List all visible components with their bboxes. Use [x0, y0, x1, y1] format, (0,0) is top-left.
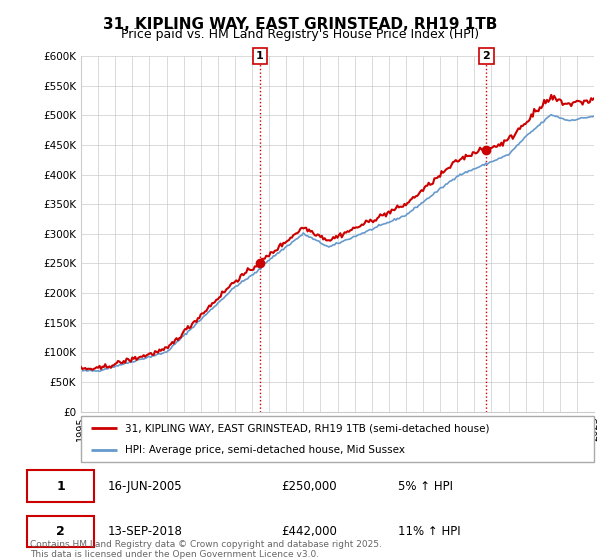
Text: 5% ↑ HPI: 5% ↑ HPI: [398, 479, 453, 492]
Text: £250,000: £250,000: [281, 479, 337, 492]
Text: Price paid vs. HM Land Registry's House Price Index (HPI): Price paid vs. HM Land Registry's House …: [121, 28, 479, 41]
Text: 31, KIPLING WAY, EAST GRINSTEAD, RH19 1TB (semi-detached house): 31, KIPLING WAY, EAST GRINSTEAD, RH19 1T…: [125, 423, 489, 433]
FancyBboxPatch shape: [27, 470, 94, 502]
Text: 13-SEP-2018: 13-SEP-2018: [108, 525, 183, 538]
Text: 1: 1: [56, 479, 65, 492]
FancyBboxPatch shape: [27, 516, 94, 547]
FancyBboxPatch shape: [81, 416, 594, 462]
Text: 16-JUN-2005: 16-JUN-2005: [108, 479, 183, 492]
Text: 1: 1: [256, 51, 264, 61]
Text: £442,000: £442,000: [281, 525, 337, 538]
Text: 31, KIPLING WAY, EAST GRINSTEAD, RH19 1TB: 31, KIPLING WAY, EAST GRINSTEAD, RH19 1T…: [103, 17, 497, 32]
Text: 11% ↑ HPI: 11% ↑ HPI: [398, 525, 461, 538]
Text: Contains HM Land Registry data © Crown copyright and database right 2025.
This d: Contains HM Land Registry data © Crown c…: [30, 540, 382, 559]
Text: HPI: Average price, semi-detached house, Mid Sussex: HPI: Average price, semi-detached house,…: [125, 445, 404, 455]
Text: 2: 2: [56, 525, 65, 538]
Text: 2: 2: [482, 51, 490, 61]
